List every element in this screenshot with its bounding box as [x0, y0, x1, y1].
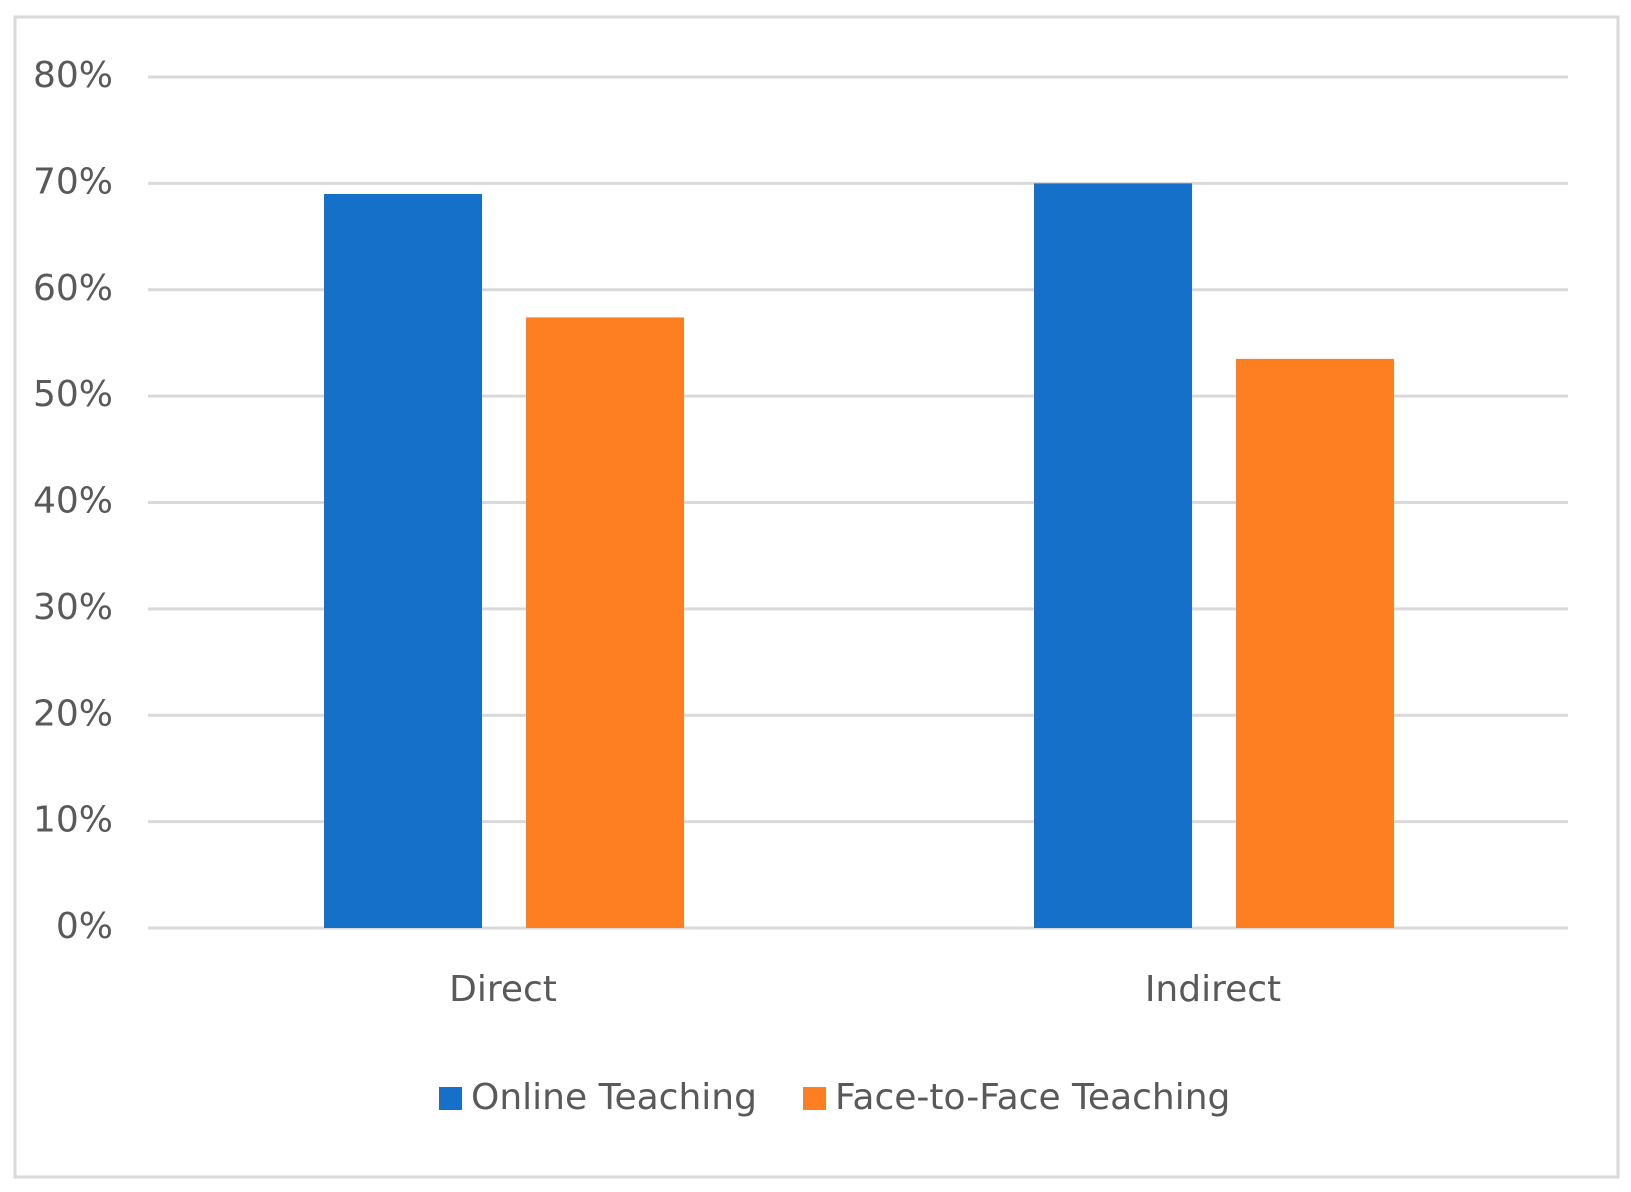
bar: [526, 317, 684, 929]
y-tick-label: 0%: [56, 906, 113, 947]
y-tick-label: 10%: [33, 800, 113, 841]
x-tick-label: Indirect: [1145, 969, 1281, 1010]
y-tick-label: 50%: [33, 374, 113, 415]
bar: [1236, 358, 1394, 928]
y-tick-label: 40%: [33, 481, 113, 522]
bar: [324, 194, 482, 928]
y-tick-label: 80%: [33, 55, 113, 96]
legend-swatch: [803, 1087, 826, 1110]
y-tick-label: 20%: [33, 693, 113, 734]
y-tick-label: 60%: [33, 268, 113, 309]
y-tick-label: 70%: [33, 161, 113, 202]
legend-swatch: [439, 1087, 462, 1110]
y-tick-label: 30%: [33, 587, 113, 628]
legend-label: Face-to-Face Teaching: [835, 1077, 1230, 1118]
x-tick-label: Direct: [449, 969, 557, 1010]
legend-label: Online Teaching: [471, 1077, 757, 1118]
bar: [1034, 183, 1192, 928]
